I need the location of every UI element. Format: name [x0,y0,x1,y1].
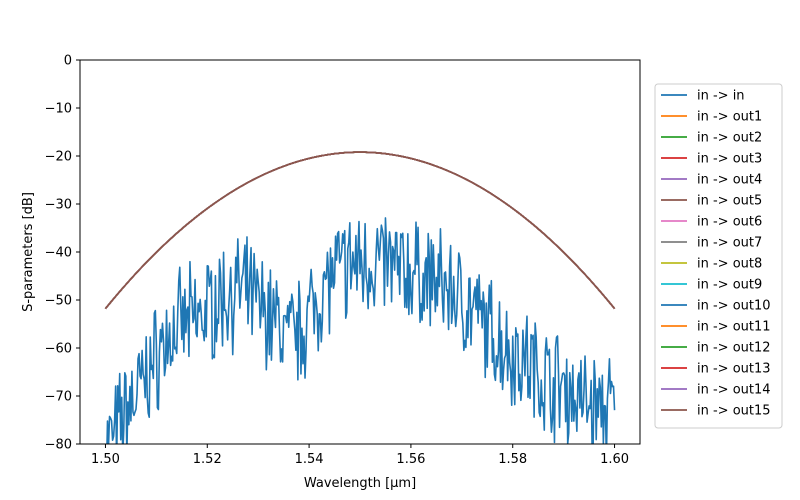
legend: in -> in in -> out1 in -> out2 in -> out3 in… [654,83,783,429]
plot-lines [104,151,616,444]
legend-label: in -> out8 [697,257,762,272]
y-axis-label: S-parameters [dB] [21,192,36,312]
y-tick-label: −70 [45,390,72,405]
y-tick-label: 0 [64,54,72,69]
legend-label: in -> in [697,89,745,104]
legend-label: in -> out1 [697,110,762,125]
y-tick-label: −20 [45,150,72,165]
y-tick-label: −10 [45,102,72,117]
y-tick-label: −60 [45,342,72,357]
legend-label: in -> out10 [697,299,771,314]
x-axis: 1.50 1.52 1.54 1.56 1.58 1.60 [91,444,629,467]
legend-label: in -> out9 [697,278,762,293]
legend-label: in -> out12 [697,341,771,356]
y-tick-label: −80 [45,438,72,453]
legend-label: in -> out15 [697,404,771,419]
legend-label: in -> out2 [697,131,762,146]
x-tick-label: 1.60 [600,452,629,467]
legend-label: in -> out5 [697,194,762,209]
y-tick-label: −50 [45,294,72,309]
legend-label: in -> out6 [697,215,762,230]
y-tick-label: −30 [45,198,72,213]
legend-label: in -> out14 [697,383,771,398]
x-tick-label: 1.50 [91,452,120,467]
x-tick-label: 1.58 [498,452,527,467]
legend-label: in -> out13 [697,362,771,377]
y-tick-label: −40 [45,246,72,261]
x-tick-label: 1.52 [193,452,222,467]
legend-box [654,83,783,429]
legend-label: in -> out7 [697,236,762,251]
x-tick-label: 1.56 [396,452,425,467]
x-tick-label: 1.54 [295,452,324,467]
legend-label: in -> out3 [697,152,762,167]
series-line [104,151,616,310]
x-axis-label: Wavelength [μm] [304,476,416,491]
legend-label: in -> out11 [697,320,771,335]
series-line [106,217,616,444]
y-axis: 0 −10 −20 −30 −40 −50 −60 −70 −80 [45,54,80,453]
legend-label: in -> out4 [697,173,762,188]
